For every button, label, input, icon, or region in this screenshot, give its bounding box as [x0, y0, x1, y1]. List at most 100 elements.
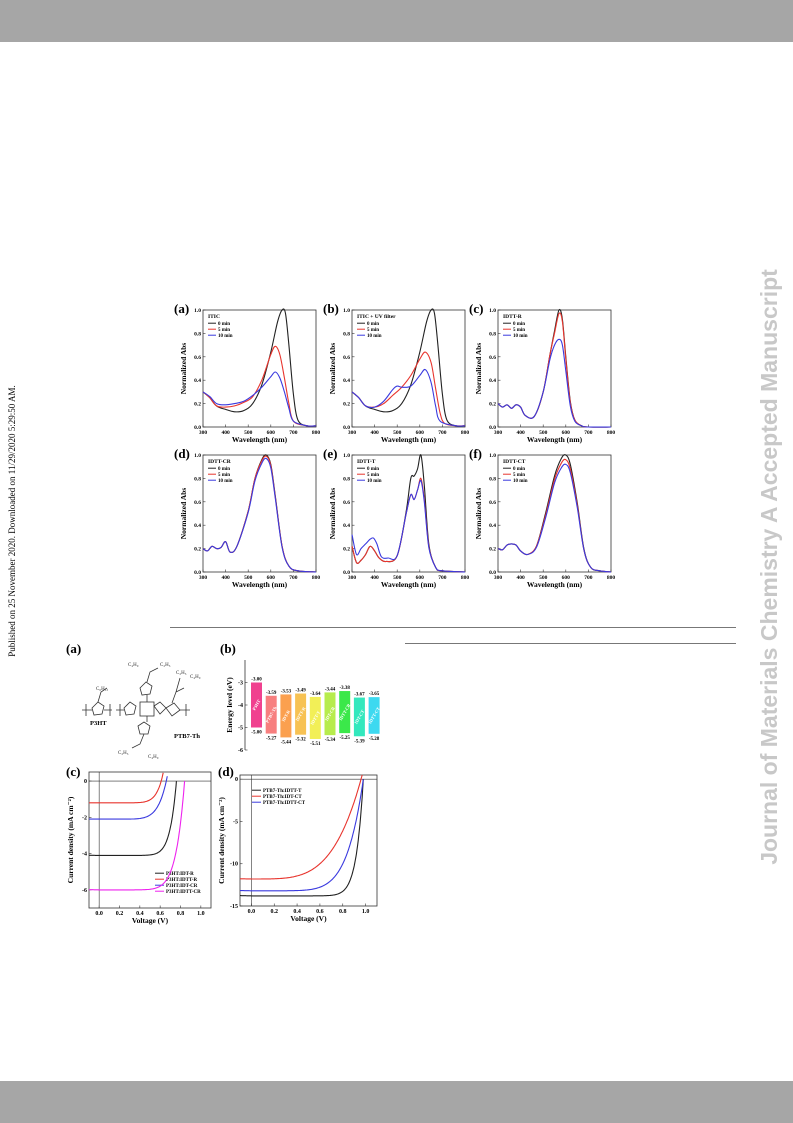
- legend-label: PTB7-Th:IDT-CT: [263, 795, 302, 800]
- x-tick-label: 300: [199, 575, 208, 581]
- energy-bar: [251, 682, 262, 728]
- y-tick-label: 0.8: [194, 476, 201, 482]
- separator-left: [170, 627, 736, 628]
- y-tick-label: 0.6: [194, 355, 201, 361]
- legend-label: 5 min: [218, 328, 230, 333]
- plot-frame: [497, 454, 612, 573]
- legend-label: 5 min: [218, 473, 230, 478]
- legend-label: 10 min: [367, 334, 382, 339]
- series-line: [202, 308, 317, 427]
- panel-letter: (b): [323, 301, 339, 316]
- series-line: [202, 345, 317, 427]
- x-tick-label: 800: [312, 430, 321, 436]
- y-tick-label: -5: [238, 726, 243, 732]
- y-tick-label: 0.4: [343, 378, 350, 384]
- y-tick-label: 0.6: [194, 500, 201, 506]
- x-tick-label: 800: [607, 575, 616, 581]
- panel-title: IDTT-R: [503, 314, 523, 320]
- svg-text:C₂H₅: C₂H₅: [118, 751, 129, 756]
- svg-text:C₂H₅: C₂H₅: [160, 663, 171, 668]
- homo-label: -5.25: [339, 736, 350, 741]
- y-tick-label: 1.0: [343, 453, 350, 459]
- x-tick-label: 600: [416, 430, 425, 436]
- panel-letter: (a): [174, 301, 189, 316]
- y-axis-label: Normalized Abs: [474, 488, 483, 540]
- x-tick-label: 0.6: [156, 911, 164, 917]
- x-axis-label: Voltage (V): [290, 914, 327, 923]
- energy-bar: [324, 692, 336, 736]
- ptb7th-structure: C₄H₉ C₂H₅ C₄H₉ C₂H₅ C₂H₅ C₄H₉: [116, 663, 201, 760]
- series-line: [202, 371, 317, 427]
- lumo-label: -3.53: [281, 689, 292, 694]
- svg-text:C₂H₅: C₂H₅: [176, 671, 187, 676]
- y-tick-label: -6: [238, 748, 243, 754]
- plot-frame: [351, 454, 466, 573]
- legend-label: 10 min: [513, 479, 528, 484]
- energy-bar: [265, 695, 277, 734]
- x-tick-label: 700: [584, 575, 593, 581]
- x-tick-label: 500: [539, 575, 548, 581]
- ptb7th-label: PTB7-Th: [174, 733, 200, 740]
- x-tick-label: 400: [370, 575, 379, 581]
- series-line: [240, 774, 363, 880]
- panel-title: ITIC + UV filter: [357, 314, 396, 320]
- homo-label: -5.39: [354, 739, 365, 744]
- x-tick-label: 1.0: [362, 909, 370, 915]
- svg-text:C₄H₉: C₄H₉: [148, 755, 159, 760]
- x-tick-label: 700: [289, 575, 298, 581]
- series-line: [351, 368, 466, 427]
- y-tick-label: 0: [84, 779, 87, 785]
- y-tick-label: 0.8: [343, 331, 350, 337]
- series-line: [240, 779, 364, 897]
- x-tick-label: 1.0: [197, 911, 205, 917]
- legend-label: 10 min: [513, 334, 528, 339]
- y-tick-label: 0.2: [194, 402, 201, 408]
- energy-bar: [295, 693, 307, 735]
- legend-label: P3HT:IDTT-R: [166, 878, 198, 883]
- x-tick-label: 0.0: [248, 909, 256, 915]
- y-tick-label: 0.0: [489, 570, 496, 576]
- y-tick-label: 0.2: [343, 402, 350, 408]
- y-tick-label: 0.0: [343, 570, 350, 576]
- series-line: [239, 779, 364, 892]
- x-tick-label: 800: [312, 575, 321, 581]
- y-tick-label: 0.8: [489, 331, 496, 337]
- x-tick-label: 500: [393, 430, 402, 436]
- x-axis-label: Voltage (V): [132, 916, 169, 925]
- homo-label: -5.27: [266, 737, 277, 742]
- homo-label: -5.51: [310, 742, 321, 747]
- lumo-label: -3.67: [354, 693, 365, 698]
- y-axis-label: Energy level (eV): [225, 677, 234, 733]
- x-tick-label: 400: [221, 575, 230, 581]
- y-tick-label: 0: [235, 777, 238, 783]
- lumo-label: -3.64: [310, 692, 321, 697]
- homo-label: -5.34: [325, 738, 336, 743]
- panel-title: ITIC: [208, 314, 220, 320]
- x-tick-label: 700: [438, 430, 447, 436]
- y-tick-label: -4: [82, 852, 87, 858]
- panel-letter: (f): [469, 446, 482, 461]
- y-axis-label: Current density (mA cm⁻²): [217, 797, 226, 884]
- x-tick-label: 600: [267, 575, 276, 581]
- y-tick-label: -15: [230, 904, 238, 910]
- y-tick-label: 1.0: [343, 308, 350, 314]
- y-axis-label: Normalized Abs: [474, 343, 483, 395]
- x-tick-label: 600: [416, 575, 425, 581]
- x-tick-label: 800: [461, 575, 470, 581]
- homo-label: -5.32: [295, 738, 306, 743]
- x-axis-label: Wavelength (nm): [381, 435, 437, 444]
- x-tick-label: 0.0: [95, 911, 103, 917]
- y-tick-label: 0.4: [194, 523, 201, 529]
- x-tick-label: 300: [348, 575, 357, 581]
- y-axis-label: Current density (mA cm⁻²): [66, 796, 75, 883]
- x-tick-label: 600: [267, 430, 276, 436]
- svg-text:C₄H₉: C₄H₉: [190, 675, 201, 680]
- y-axis-label: Normalized Abs: [328, 488, 337, 540]
- legend-label: 10 min: [218, 334, 233, 339]
- material-label: IDTT-T: [309, 710, 321, 726]
- panel-letter: (b): [220, 641, 236, 656]
- lumo-label: -3.00: [251, 678, 262, 683]
- y-tick-label: 0.4: [489, 378, 496, 384]
- series-line: [88, 781, 186, 891]
